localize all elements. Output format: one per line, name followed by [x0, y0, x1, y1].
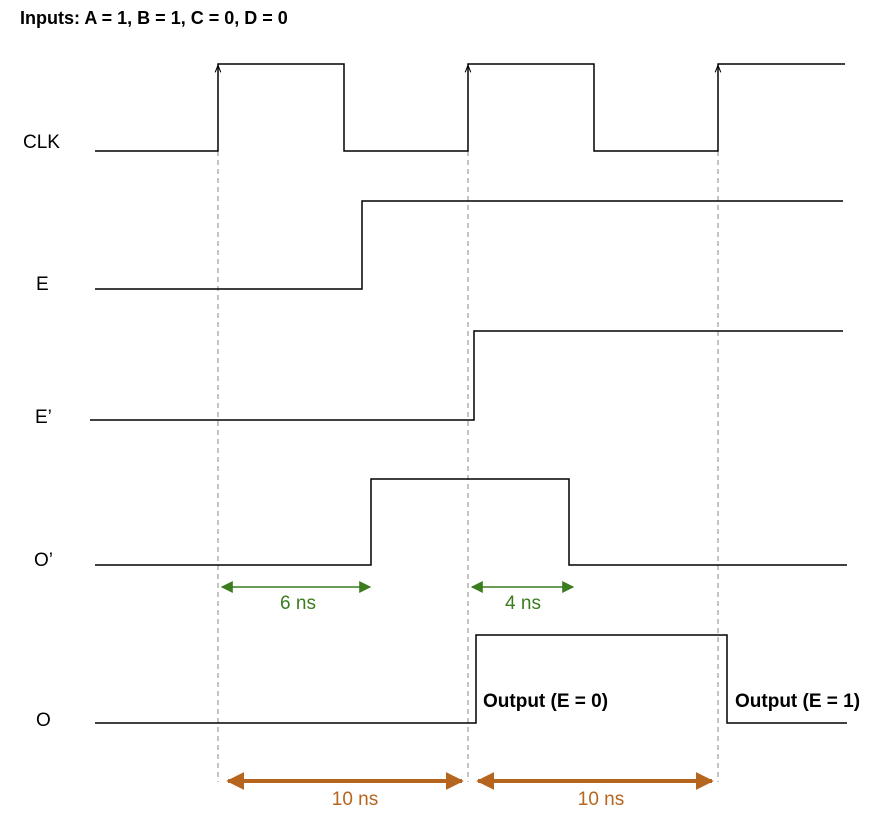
signal-label: O’	[34, 550, 53, 571]
signal-label: O	[36, 710, 51, 731]
output-label: Output (E = 0)	[483, 691, 608, 712]
signal-label: E’	[35, 407, 52, 428]
delay-label: 6 ns	[280, 593, 316, 614]
output-label: Output (E = 1)	[735, 691, 860, 712]
signal-label: E	[36, 274, 49, 295]
delay-label: 4 ns	[505, 593, 541, 614]
title: Inputs: A = 1, B = 1, C = 0, D = 0	[20, 8, 288, 28]
edge-guides	[217, 70, 719, 782]
period-label: 10 ns	[578, 789, 624, 810]
period-label: 10 ns	[332, 789, 378, 810]
e-prime-wave	[90, 330, 843, 421]
signal-label: CLK	[23, 132, 60, 153]
e-wave	[95, 200, 843, 290]
clk-wave	[95, 63, 845, 152]
clk-edge-arrows	[218, 66, 718, 80]
o-wave	[95, 634, 847, 724]
o-prime-wave	[95, 478, 847, 566]
